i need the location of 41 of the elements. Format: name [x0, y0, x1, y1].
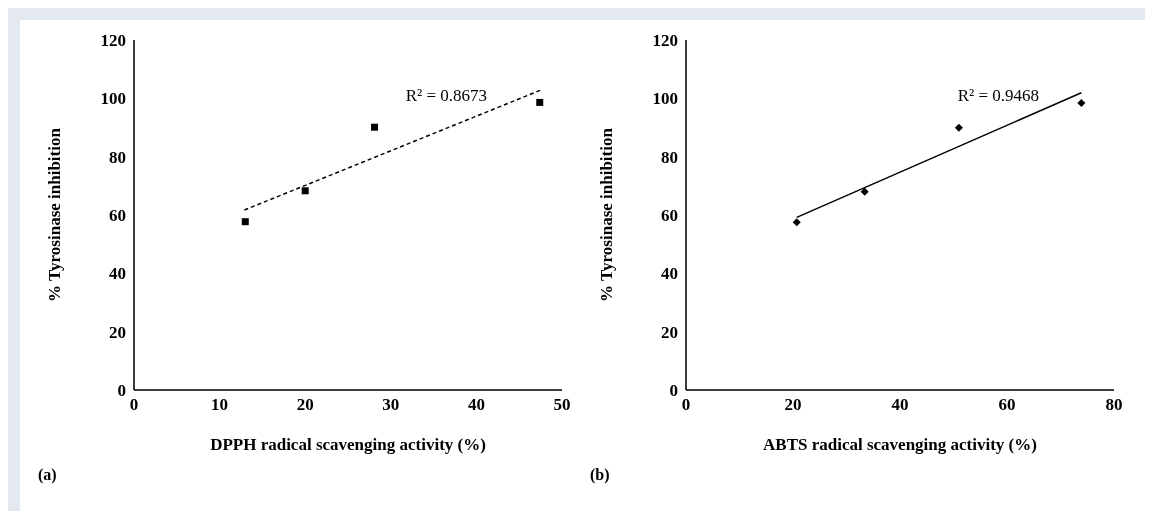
y-tick-label: 80 [661, 147, 678, 167]
y-tick-label: 40 [109, 264, 126, 284]
point [1077, 99, 1086, 107]
y-axis-title: % Tyrosinase inhibition [45, 127, 65, 302]
point [860, 187, 869, 196]
x-tick-label: 60 [998, 395, 1016, 415]
y-tick-label: 20 [661, 322, 678, 342]
y-tick-label: 80 [109, 147, 126, 167]
y-tick-label: 120 [100, 31, 126, 51]
x-axis-title: DPPH radical scavenging activity (%) [210, 435, 486, 454]
x-tick-label: 40 [467, 395, 485, 415]
y-tick-label: 40 [661, 264, 678, 284]
x-tick-label: 0 [681, 395, 691, 415]
x-tick-label: 80 [1105, 395, 1123, 415]
y-tick-label: 120 [652, 31, 678, 51]
y-tick-label: 100 [100, 89, 126, 109]
point [536, 98, 544, 106]
y-tick-label: 0 [669, 381, 678, 401]
x-tick-label: 40 [891, 395, 909, 415]
point [954, 123, 963, 132]
x-tick-label: 30 [382, 395, 400, 415]
x-tick-label: 50 [553, 395, 571, 415]
x-tick-label: 20 [296, 395, 314, 415]
y-tick-label: 20 [109, 322, 126, 342]
x-tick-label: 20 [784, 395, 802, 415]
annotation: R² = 0.8673 [405, 86, 487, 106]
x-tick-label: 10 [211, 395, 229, 415]
y-tick-label: 100 [652, 89, 678, 109]
annotation: R² = 0.9468 [957, 86, 1039, 106]
y-tick-label: 60 [109, 206, 126, 226]
text: (b) [590, 466, 610, 484]
y-axis-title: % Tyrosinase inhibition [597, 127, 617, 302]
y-tick-label: 0 [117, 381, 126, 401]
x-axis-title: ABTS radical scavenging activity (%) [763, 435, 1037, 454]
y-tick-label: 60 [661, 206, 678, 226]
point [371, 123, 379, 131]
point [241, 218, 249, 226]
point [301, 187, 309, 195]
text: (a) [38, 466, 57, 484]
point [792, 218, 801, 227]
x-tick-label: 0 [129, 395, 139, 415]
